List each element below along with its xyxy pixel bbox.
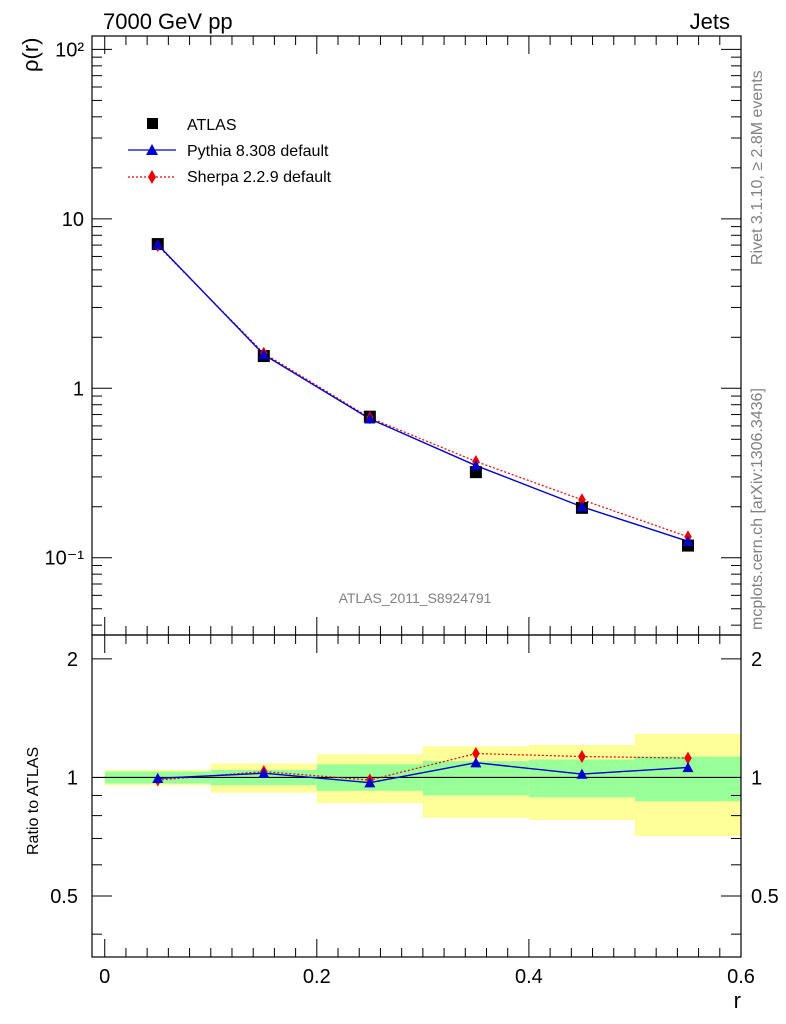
pythia-point bbox=[576, 501, 588, 512]
pythia-point bbox=[364, 413, 376, 424]
sherpa-ratio-point bbox=[684, 751, 692, 765]
header-left-label: 7000 GeV pp bbox=[103, 9, 233, 34]
ratio-plot: 0 0.2 0.4 0.6 1 1 2 2 0.5 0.5 bbox=[50, 634, 779, 988]
main-y-tick-label: 1 bbox=[73, 378, 84, 400]
pythia-line bbox=[157, 244, 689, 542]
x-tick-label: 0.4 bbox=[515, 966, 543, 988]
rivet-version-label: Rivet 3.1.10, ≥ 2.8M events bbox=[749, 70, 766, 265]
main-plot: 1 10 10² 10⁻¹ bbox=[45, 35, 742, 653]
ratio-y-tick-label-left: 1 bbox=[67, 767, 78, 789]
sherpa-ratio-point bbox=[578, 750, 586, 764]
main-y-tick-label: 10 bbox=[62, 209, 84, 231]
legend-sherpa-marker bbox=[148, 170, 156, 184]
pythia-ratio-point bbox=[258, 767, 270, 778]
ratio-y-tick-label-right: 2 bbox=[751, 649, 762, 671]
sherpa-point bbox=[578, 493, 586, 507]
sherpa-ratio-point bbox=[472, 747, 480, 761]
pythia-point bbox=[470, 460, 482, 471]
legend-atlas-marker bbox=[147, 118, 158, 129]
mcplots-label: mcplots.cern.ch [arXiv:1306.3436] bbox=[749, 388, 766, 630]
pythia-ratio-line bbox=[157, 762, 689, 784]
analysis-id-label: ATLAS_2011_S8924791 bbox=[339, 590, 492, 606]
pythia-ratio-point bbox=[576, 768, 588, 779]
legend-atlas-label: ATLAS bbox=[187, 117, 237, 134]
legend-sherpa-label: Sherpa 2.2.9 default bbox=[187, 169, 332, 186]
sherpa-line bbox=[157, 245, 689, 538]
pythia-ratio-point bbox=[682, 761, 694, 773]
pythia-point bbox=[152, 239, 164, 250]
main-y-tick-label: 10² bbox=[55, 39, 84, 61]
legend-pythia-label: Pythia 8.308 default bbox=[187, 143, 329, 160]
ratio-y-tick-label-left: 0.5 bbox=[50, 886, 78, 908]
pythia-ratio-point bbox=[470, 757, 482, 768]
pythia-ratio-point bbox=[152, 772, 164, 783]
pythia-point bbox=[682, 535, 694, 546]
legend: ATLAS Pythia 8.308 default Sherpa 2.2.9 … bbox=[128, 117, 332, 186]
legend-pythia-marker bbox=[146, 144, 158, 155]
main-y-tick-label: 10⁻¹ bbox=[45, 548, 85, 570]
x-tick-label: 0.2 bbox=[303, 966, 331, 988]
x-tick-label: 0.6 bbox=[727, 966, 755, 988]
ratio-y-tick-label-left: 2 bbox=[67, 649, 78, 671]
ratio-plot-frame bbox=[91, 634, 742, 958]
main-y-axis-label: ρ(r) bbox=[18, 38, 43, 73]
ratio-y-tick-label-right: 0.5 bbox=[751, 886, 779, 908]
ratio-y-axis-label: Ratio to ATLAS bbox=[25, 747, 42, 855]
pythia-ratio-point bbox=[364, 777, 376, 788]
sherpa-ratio-line bbox=[157, 752, 688, 781]
pythia-point bbox=[258, 349, 270, 360]
x-axis-label: r bbox=[734, 988, 741, 1013]
x-tick-label: 0 bbox=[99, 966, 110, 988]
header-right-label: Jets bbox=[690, 9, 730, 34]
ratio-y-tick-label-right: 1 bbox=[751, 767, 762, 789]
